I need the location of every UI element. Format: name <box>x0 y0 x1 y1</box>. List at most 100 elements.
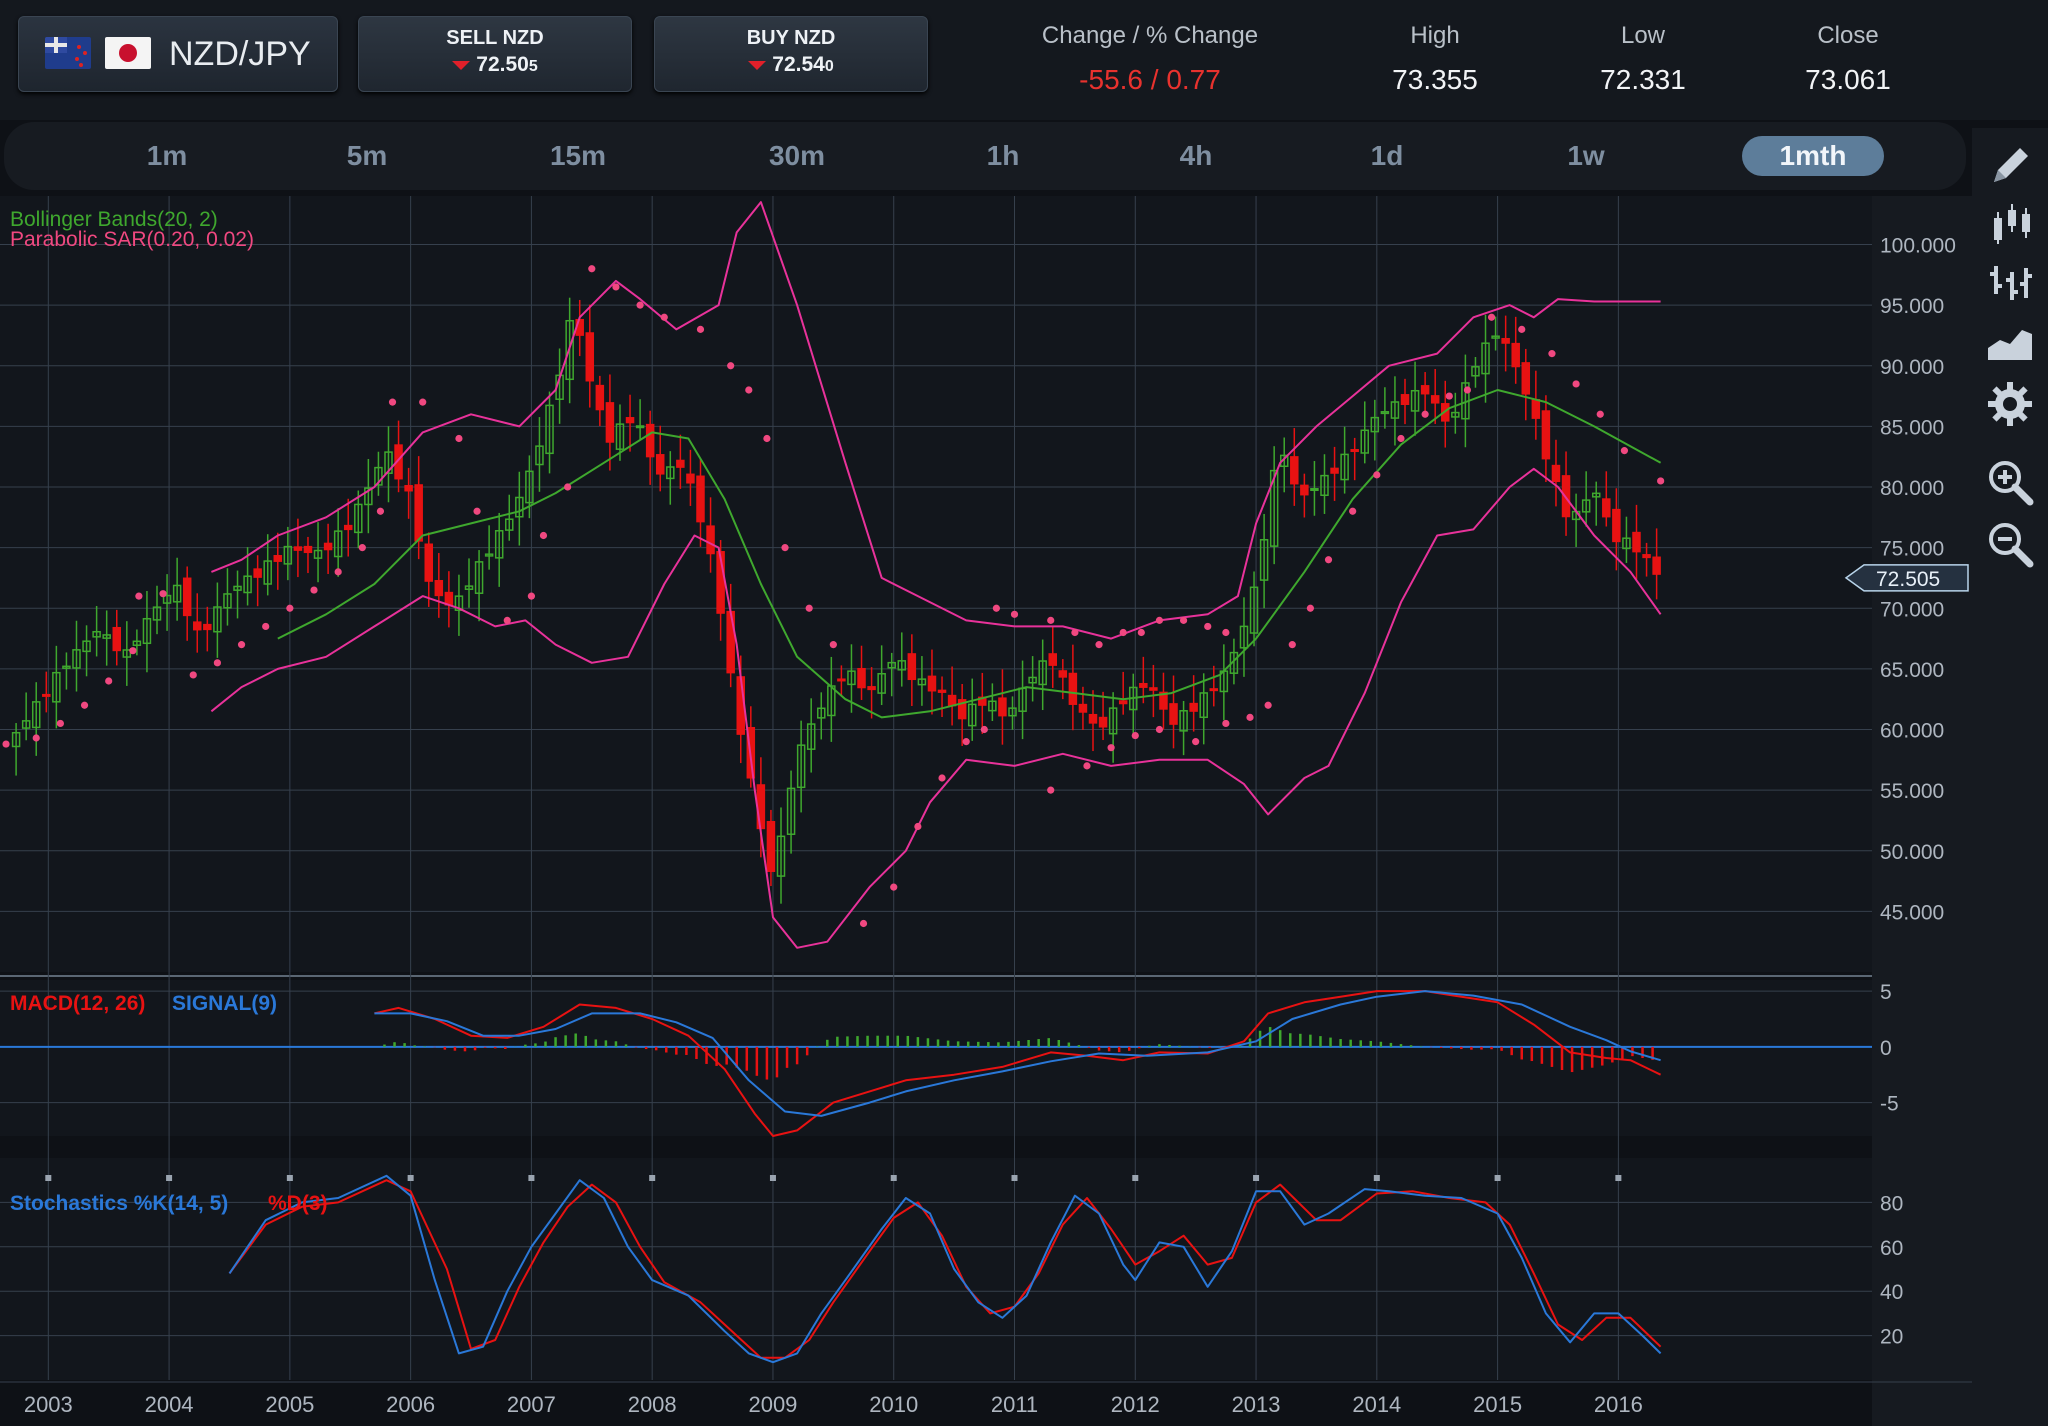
candle-down <box>957 699 967 720</box>
sar-dot <box>1204 622 1212 631</box>
tab-1m[interactable]: 1m <box>146 140 188 171</box>
sar-dot <box>829 641 837 649</box>
sar-dot <box>1107 744 1115 752</box>
tab-15m[interactable]: 15m <box>549 140 607 171</box>
sar-dot <box>1264 701 1272 709</box>
sar-dot <box>32 734 40 742</box>
chart-area[interactable]: 2003 2004 2005 2006 2007 2008 2009 2010 2011 2012… <box>0 196 1972 1426</box>
resize-handle-dot <box>1253 1175 1260 1181</box>
sar-dot <box>980 725 988 734</box>
candle-down <box>394 444 403 480</box>
sell-pip: 5 <box>528 58 538 75</box>
close-value: 73.061 <box>1805 64 1891 95</box>
change-heading: Change / % Change <box>1041 22 1259 49</box>
sar-dot <box>129 647 137 655</box>
signal-line <box>374 990 1661 1117</box>
candle-up <box>1008 707 1017 717</box>
zoom-out-icon[interactable] <box>1986 520 2034 568</box>
y-tick-label: 60 <box>1880 1237 1903 1260</box>
pencil-icon[interactable] <box>1986 142 2034 190</box>
candle-down <box>303 545 313 554</box>
candle-up <box>1269 469 1279 547</box>
candle-down <box>112 626 121 652</box>
sar-dot <box>1657 477 1665 485</box>
sell-price: 72.50 <box>476 53 529 76</box>
tab-1mth[interactable]: 1mth <box>1742 136 1884 176</box>
candle-up <box>877 672 886 694</box>
sar-dot <box>1620 447 1629 455</box>
candle-up <box>364 487 373 506</box>
sar-dot <box>1222 628 1230 637</box>
candle-down <box>1521 362 1531 395</box>
buy-button[interactable]: BUY NZD 72.540 <box>654 16 928 92</box>
y-tick-label: 70.000 <box>1880 598 1944 621</box>
sar-dot <box>1518 325 1526 333</box>
candle-up <box>1108 707 1118 735</box>
sar-dot <box>1083 762 1091 770</box>
candle-up <box>283 545 293 565</box>
candle-down <box>1642 554 1651 559</box>
resize-handle-dot <box>286 1175 293 1181</box>
sar-dot <box>358 544 366 552</box>
x-tick-label: 2013 <box>1232 1392 1281 1417</box>
candle-up <box>1028 676 1037 684</box>
candle-down <box>203 623 212 631</box>
candle-down <box>434 579 444 597</box>
resize-handle-dot <box>890 1175 897 1181</box>
candle-down <box>1098 716 1108 728</box>
sar-dot <box>419 398 427 406</box>
candle-up <box>1279 454 1289 468</box>
macd-legend: MACD(12, 26) <box>10 992 145 1015</box>
candle-up <box>887 661 896 669</box>
y-tick-label: 20 <box>1880 1326 1903 1349</box>
tab-1w[interactable]: 1w <box>1567 140 1605 171</box>
candle-down <box>253 568 262 578</box>
sar-dot <box>962 738 970 746</box>
sar-dot <box>564 483 572 491</box>
candle-up <box>142 617 152 645</box>
candle-up <box>82 640 91 653</box>
y-tick-label: 5 <box>1880 981 1892 1004</box>
tab-30m[interactable]: 30m <box>768 140 826 171</box>
y-tick-label: 45.000 <box>1880 901 1944 924</box>
gear-icon[interactable] <box>1986 380 2034 428</box>
tab-4h[interactable]: 4h <box>1179 140 1213 171</box>
candle-up <box>776 835 786 877</box>
sar-dot <box>660 313 668 321</box>
sar-dot <box>1047 616 1055 624</box>
current-price-tag <box>1844 564 1969 592</box>
sar-dot <box>1119 628 1127 637</box>
high-heading: High <box>1410 22 1460 49</box>
candlestick-icon[interactable] <box>1986 200 2034 248</box>
x-tick-label: 2003 <box>24 1392 73 1417</box>
candle-down <box>193 621 202 631</box>
bollinger-middle-band <box>277 389 1662 719</box>
ohlc-bars-icon[interactable] <box>1986 258 2034 306</box>
sar-dot <box>1192 738 1200 746</box>
resize-handle-dot <box>1132 1175 1139 1181</box>
pane-background-2 <box>0 1158 1872 1380</box>
sar-dot <box>286 604 294 612</box>
sar-dot <box>262 622 270 631</box>
candle-up <box>132 640 142 646</box>
low-stat: Low 72.331 <box>1588 22 1698 96</box>
zoom-in-icon[interactable] <box>1986 458 2034 506</box>
candle-up <box>52 671 61 703</box>
sar-dot <box>105 677 113 685</box>
sell-button[interactable]: SELL NZD 72.505 <box>358 16 632 92</box>
sar-dot <box>80 701 89 709</box>
currency-pair-selector[interactable]: NZD/JPY <box>18 16 338 92</box>
low-value: 72.331 <box>1600 64 1686 95</box>
candle-down <box>1430 395 1440 404</box>
tab-1d[interactable]: 1d <box>1370 140 1404 171</box>
tab-1h[interactable]: 1h <box>986 140 1020 171</box>
resize-handle-dot <box>407 1175 414 1181</box>
candle-down <box>736 676 745 735</box>
low-heading: Low <box>1620 22 1666 49</box>
candle-down <box>444 591 454 606</box>
sar-dot <box>189 671 197 679</box>
area-chart-icon[interactable] <box>1986 318 2034 366</box>
candle-down <box>867 686 876 691</box>
tab-5m[interactable]: 5m <box>346 140 388 171</box>
candle-up <box>1622 537 1631 550</box>
